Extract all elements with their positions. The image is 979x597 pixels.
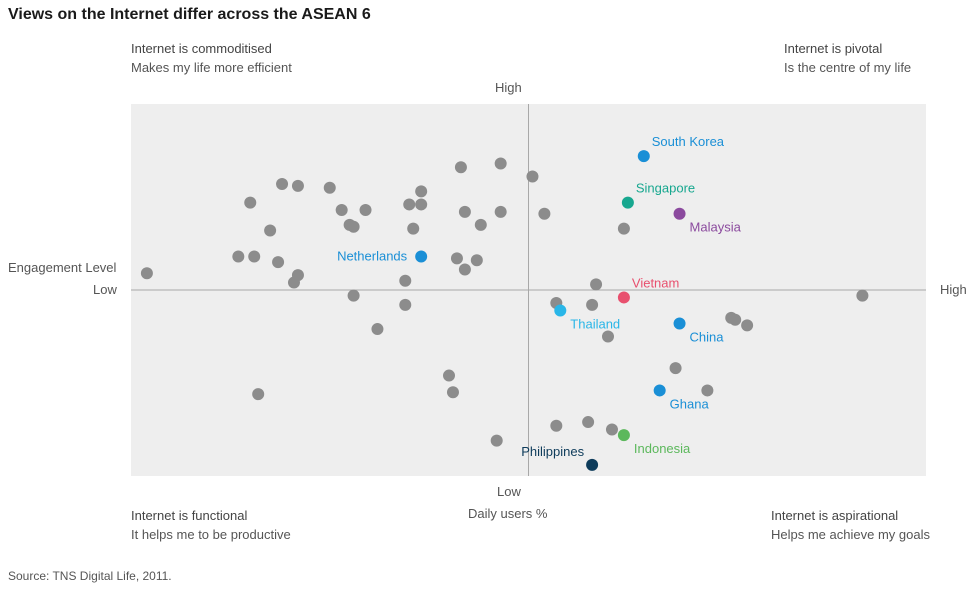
data-point xyxy=(323,181,336,194)
x-axis-high-label: High xyxy=(940,282,967,297)
data-point xyxy=(347,220,360,233)
data-point xyxy=(490,434,503,447)
data-point xyxy=(458,205,471,218)
highlight-point xyxy=(621,196,634,209)
data-point xyxy=(701,384,714,397)
data-point xyxy=(287,276,300,289)
data-point xyxy=(232,250,245,263)
quadrant-bottom-right-subtext: Helps me achieve my goals xyxy=(771,527,930,542)
data-point xyxy=(276,177,289,190)
data-point xyxy=(526,170,539,183)
data-point xyxy=(741,319,754,332)
highlight-point xyxy=(415,250,428,263)
quadrant-bottom-left-subtext: It helps me to be productive xyxy=(131,527,291,542)
data-point xyxy=(264,224,277,237)
quadrant-top-left: Internet is commoditised Makes my life m… xyxy=(131,39,292,77)
quadrant-top-right-subtext: Is the centre of my life xyxy=(784,60,912,75)
data-point xyxy=(454,161,467,174)
x-axis-title: Daily users % xyxy=(468,506,548,521)
highlight-point xyxy=(673,207,686,220)
data-point xyxy=(291,179,304,192)
chart-title: Views on the Internet differ across the … xyxy=(8,6,371,23)
data-point xyxy=(729,313,742,326)
data-point xyxy=(446,386,459,399)
highlight-point xyxy=(586,458,599,471)
quadrant-top-left-subtext: Makes my life more efficient xyxy=(131,60,292,75)
point-label: China xyxy=(690,329,725,344)
y-axis-low-label: Low xyxy=(497,484,521,499)
data-point xyxy=(494,205,507,218)
point-label: Philippines xyxy=(521,444,584,459)
data-point xyxy=(415,198,428,211)
data-point xyxy=(582,416,595,429)
quadrant-bottom-right-heading: Internet is aspirational xyxy=(771,508,899,523)
point-label: Ghana xyxy=(670,396,710,411)
data-point xyxy=(450,252,463,265)
data-point xyxy=(371,323,384,336)
data-point xyxy=(458,263,471,276)
highlight-point xyxy=(617,429,630,442)
data-point xyxy=(669,362,682,375)
data-point xyxy=(407,222,420,235)
quadrant-bottom-left-heading: Internet is functional xyxy=(131,508,248,523)
point-label: Thailand xyxy=(570,316,620,331)
data-point xyxy=(140,267,153,280)
data-point xyxy=(244,196,257,209)
quadrant-bottom-left: Internet is functional It helps me to be… xyxy=(131,506,291,544)
highlight-point xyxy=(673,317,686,330)
quadrant-top-right-heading: Internet is pivotal xyxy=(784,41,883,56)
data-point xyxy=(335,204,348,217)
highlight-point xyxy=(653,384,666,397)
data-point xyxy=(399,274,412,287)
data-point xyxy=(347,289,360,302)
data-point xyxy=(602,330,614,343)
point-label: Vietnam xyxy=(632,275,679,290)
point-label: Malaysia xyxy=(690,220,742,235)
data-point xyxy=(605,423,618,436)
highlight-point xyxy=(637,150,650,163)
data-point xyxy=(415,185,428,198)
y-axis-high-label: High xyxy=(495,80,522,95)
highlight-point xyxy=(617,291,630,304)
point-label: South Korea xyxy=(652,134,725,149)
data-point xyxy=(856,289,869,302)
quadrant-top-left-heading: Internet is commoditised xyxy=(131,41,272,56)
data-point xyxy=(359,204,372,217)
x-axis-low-label: Low xyxy=(93,282,117,297)
data-point xyxy=(399,298,412,311)
data-point xyxy=(538,207,551,220)
data-point xyxy=(470,254,483,267)
y-axis-title: Engagement Level xyxy=(8,260,117,275)
point-label: Singapore xyxy=(636,181,695,196)
data-point xyxy=(586,298,599,311)
data-point xyxy=(617,222,630,235)
data-point xyxy=(590,278,603,291)
data-point xyxy=(474,218,487,231)
data-point xyxy=(272,256,285,269)
data-point xyxy=(403,198,416,211)
quadrant-top-right: Internet is pivotal Is the centre of my … xyxy=(784,39,911,77)
quadrant-bottom-right: Internet is aspirational Helps me achiev… xyxy=(771,506,930,544)
data-point xyxy=(494,157,507,170)
highlight-point xyxy=(554,304,567,317)
point-label: Indonesia xyxy=(634,441,691,456)
source-note: Source: TNS Digital Life, 2011. xyxy=(8,569,172,583)
point-label: Netherlands xyxy=(337,249,408,264)
data-point xyxy=(252,388,265,401)
data-point xyxy=(248,250,261,263)
data-point xyxy=(443,369,455,382)
data-point xyxy=(550,419,563,432)
